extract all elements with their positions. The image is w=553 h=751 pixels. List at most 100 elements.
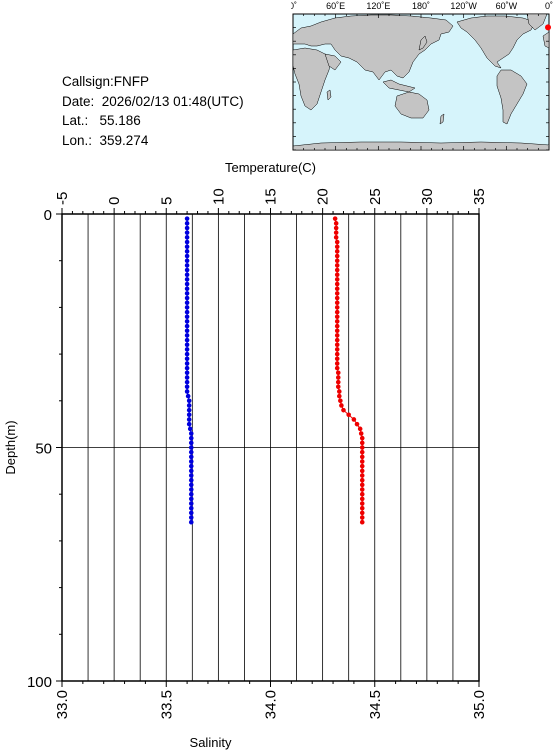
temperature-point (334, 277, 340, 282)
temperature-point (359, 487, 365, 492)
salinity-point (188, 477, 194, 483)
salinity-point (184, 281, 190, 287)
temperature-point (359, 515, 365, 520)
temperature-point (334, 328, 340, 334)
temperature-axis-ticks: -5 0 5 10 15 20 25 30 35 (54, 188, 488, 214)
temperature-point (334, 249, 340, 254)
salinity-series (184, 216, 194, 525)
salinity-point (184, 365, 190, 371)
salinity-point (188, 440, 194, 446)
salinity-point (184, 305, 190, 310)
temperature-point (359, 473, 365, 478)
temperature-point (334, 342, 340, 348)
land-europe-edge (542, 31, 550, 49)
salinity-point (188, 435, 194, 441)
temperature-point (335, 384, 341, 390)
salinity-point (188, 482, 194, 488)
salinity-point (184, 300, 190, 306)
map-frame-ticks (292, 13, 550, 151)
temperature-point (334, 253, 340, 259)
salinity-point (184, 389, 190, 394)
map-longitude-labels: 0˚ 60˚E 120˚E 180˚ 120˚W 60˚W 0˚ (289, 1, 553, 11)
salinity-point (188, 445, 194, 450)
temperature-point (335, 370, 341, 376)
temperature-point (334, 281, 340, 287)
salinity-point (188, 468, 194, 474)
temperature-point (359, 445, 365, 450)
temperature-point (335, 379, 341, 385)
salinity-point (188, 510, 194, 516)
depth-tick-label: 0 (44, 207, 52, 224)
land-south-america (496, 69, 528, 125)
salinity-point (188, 515, 194, 520)
callsign-text: Callsign:FNFP (62, 74, 150, 89)
land-eurasia (292, 14, 454, 81)
salinity-point (184, 230, 190, 235)
land-north-america (456, 15, 536, 69)
temperature-point (334, 309, 340, 315)
salinity-point (184, 342, 190, 348)
temperature-point (359, 459, 365, 464)
temperature-point (334, 347, 340, 352)
temperature-point (334, 258, 340, 264)
salinity-point (184, 333, 190, 338)
salinity-point (186, 417, 192, 422)
salinity-point (186, 398, 192, 404)
salinity-point (184, 375, 190, 380)
salinity-point (184, 272, 190, 278)
temperature-tick-label: 15 (263, 188, 280, 205)
temperature-point (335, 375, 341, 380)
salinity-tick-label: 33.5 (158, 690, 175, 719)
salinity-point (188, 491, 194, 497)
temperature-point (359, 501, 365, 506)
land-arabia (324, 53, 342, 71)
temperature-point (359, 510, 365, 516)
map-longitude-label: 0˚ (545, 1, 553, 11)
salinity-point (184, 361, 190, 366)
temperature-point (334, 337, 340, 343)
temperature-point (357, 426, 363, 432)
salinity-point (184, 337, 190, 343)
salinity-tick-label: 35.0 (471, 690, 488, 719)
salinity-point (184, 379, 190, 385)
depth-tick-label: 50 (35, 441, 52, 458)
temperature-point (346, 412, 351, 418)
salinity-point (188, 487, 194, 492)
salinity-point (184, 295, 190, 301)
salinity-point (184, 216, 190, 221)
salinity-tick-label: 34.5 (367, 690, 384, 719)
temperature-point (339, 403, 344, 408)
salinity-point (186, 412, 192, 418)
salinity-point (188, 449, 194, 455)
salinity-point (188, 505, 194, 511)
salinity-point (184, 244, 190, 249)
salinity-point (184, 370, 190, 376)
temperature-point (359, 435, 365, 441)
longitude-text: Lon.: 359.274 (62, 132, 149, 148)
temperature-point (341, 407, 346, 413)
depth-axis-ticks: 0 50 100 (27, 207, 62, 691)
temperature-point (359, 454, 365, 460)
temperature-point (334, 272, 340, 278)
salinity-point (184, 258, 190, 264)
temperature-series (332, 216, 365, 525)
temperature-point (359, 496, 365, 502)
temperature-tick-label: 0 (106, 197, 123, 205)
temperature-point (334, 300, 340, 306)
date-text: Date: 2026/02/13 01:48(UTC) (62, 93, 244, 109)
map-longitude-label: 120˚E (366, 1, 390, 11)
temperature-tick-label: 10 (210, 188, 227, 205)
temperature-point (337, 393, 342, 399)
temperature-point (333, 230, 339, 235)
temperature-point (333, 225, 339, 231)
land-africa (292, 47, 332, 111)
salinity-point (185, 393, 191, 399)
temperature-point (337, 389, 342, 394)
map-longitude-label: 180˚ (412, 1, 430, 11)
salinity-point (184, 314, 190, 320)
salinity-point (184, 221, 190, 226)
temperature-point (338, 398, 343, 404)
temperature-point (334, 239, 340, 245)
salinity-point (188, 463, 194, 469)
